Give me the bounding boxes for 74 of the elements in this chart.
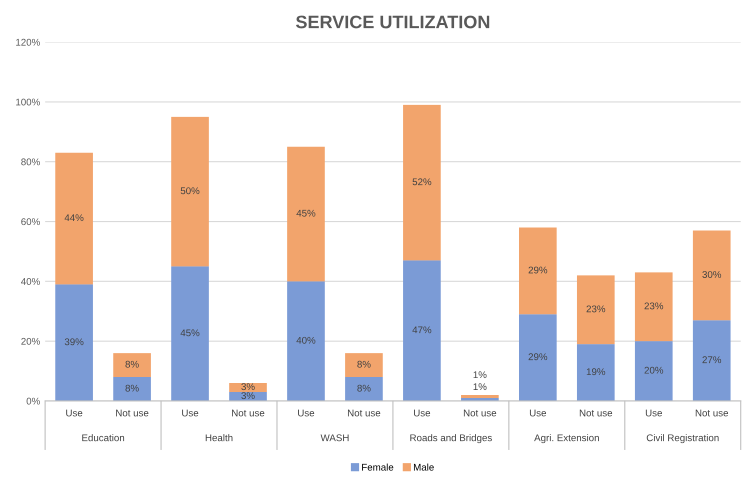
data-label: 19% bbox=[586, 368, 606, 376]
data-label: 8% bbox=[125, 384, 139, 392]
bar bbox=[461, 394, 499, 398]
data-label: 3% bbox=[241, 392, 255, 400]
bar bbox=[634, 341, 673, 401]
bar bbox=[345, 377, 383, 401]
bar bbox=[403, 104, 441, 260]
text: Agri. Extension bbox=[534, 434, 599, 444]
chart-title: SERVICE UTILIZATION bbox=[296, 16, 490, 28]
x-tick-label: Use bbox=[298, 410, 314, 416]
data-label: 52% bbox=[412, 178, 432, 186]
bar bbox=[113, 377, 151, 401]
bar bbox=[403, 260, 441, 401]
data-label: 8% bbox=[357, 384, 371, 392]
y-tick-label: 80% bbox=[21, 158, 40, 166]
data-label: 3% bbox=[241, 383, 255, 390]
data-label: 8% bbox=[357, 360, 371, 368]
bar bbox=[576, 275, 615, 344]
data-label: 27% bbox=[702, 356, 722, 364]
x-tick-label: Use bbox=[66, 410, 82, 416]
text: Health bbox=[206, 434, 232, 442]
y-tick-label: 40% bbox=[21, 278, 40, 285]
data-label: 47% bbox=[412, 326, 432, 334]
bar bbox=[345, 353, 383, 378]
x-tick-label: Use bbox=[414, 410, 430, 416]
data-label: 40% bbox=[296, 336, 316, 344]
x-tick-label: Not use bbox=[464, 410, 496, 416]
data-label: 1% bbox=[474, 383, 487, 390]
x-tick-label: Not use bbox=[696, 410, 728, 416]
bar bbox=[518, 227, 557, 314]
data-label: 50% bbox=[180, 187, 200, 194]
bar bbox=[171, 116, 209, 266]
y-tick-label: 100% bbox=[16, 98, 40, 106]
bar bbox=[692, 230, 731, 320]
text: Roads and Bridges bbox=[410, 434, 492, 444]
data-label: 45% bbox=[180, 329, 200, 336]
data-label: 1% bbox=[474, 371, 487, 378]
x-tick-label: Not use bbox=[232, 410, 264, 416]
data-label: 23% bbox=[644, 302, 664, 310]
data-label: 8% bbox=[125, 360, 139, 368]
bar bbox=[287, 281, 325, 401]
x-tick-label: Use bbox=[182, 410, 198, 416]
bar bbox=[634, 272, 673, 342]
bar bbox=[576, 344, 615, 401]
text: Education bbox=[82, 434, 124, 442]
data-label: 39% bbox=[64, 338, 84, 346]
bar bbox=[287, 146, 325, 282]
y-tick-label: 20% bbox=[21, 338, 40, 345]
data-label: 30% bbox=[702, 271, 722, 278]
bar bbox=[113, 353, 151, 378]
bar bbox=[518, 314, 557, 401]
y-tick-label: 60% bbox=[21, 218, 40, 226]
x-tick-label: Not use bbox=[348, 410, 380, 416]
data-label: 45% bbox=[296, 210, 316, 217]
data-label: 44% bbox=[64, 214, 84, 222]
x-tick-label: Not use bbox=[580, 410, 612, 416]
text: WASH bbox=[320, 434, 349, 442]
data-label: 23% bbox=[586, 305, 606, 312]
y-tick-label: 0% bbox=[26, 398, 40, 405]
y-tick-label: 120% bbox=[16, 38, 40, 46]
legend-label: Female bbox=[362, 464, 394, 471]
bar bbox=[692, 320, 731, 401]
legend-label: Male bbox=[414, 464, 434, 471]
data-label: 29% bbox=[528, 266, 548, 274]
x-tick-label: Not use bbox=[116, 410, 148, 416]
bar bbox=[55, 284, 93, 401]
bar bbox=[171, 266, 209, 401]
text: Civil Registration bbox=[646, 434, 719, 444]
bar bbox=[229, 383, 267, 392]
data-label: 29% bbox=[528, 353, 548, 360]
x-tick-label: Use bbox=[530, 410, 546, 416]
data-label: 20% bbox=[644, 366, 664, 374]
bar bbox=[55, 152, 93, 284]
x-tick-label: Use bbox=[646, 410, 662, 416]
